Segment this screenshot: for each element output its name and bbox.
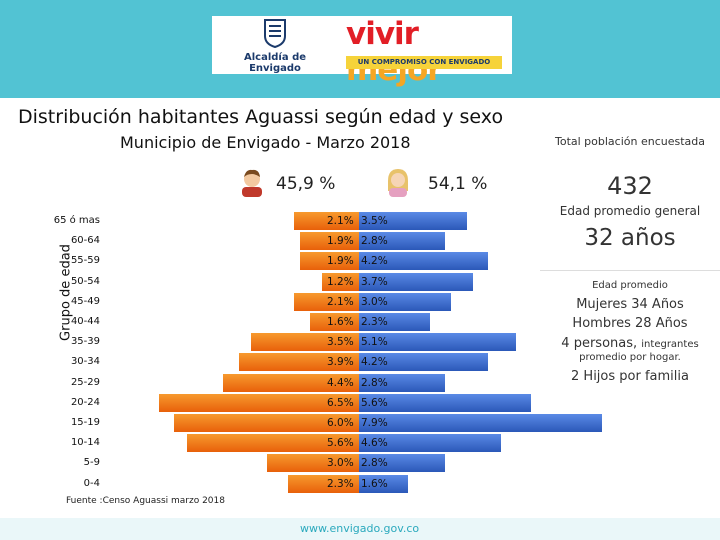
female-bar (359, 414, 603, 432)
female-value-label: 2.8% (361, 457, 388, 470)
age-group-label: 45-49 (70, 295, 100, 307)
age-group-label: 40-44 (70, 316, 100, 327)
envigado-crest-icon (264, 19, 286, 48)
male-bar (174, 414, 359, 432)
female-bar (359, 353, 489, 372)
female-value-label: 1.6% (361, 477, 388, 490)
female-percent: 54,1 % (428, 174, 488, 194)
age-group-label: 55-59 (70, 255, 100, 267)
age-group-label: 25-29 (70, 376, 100, 388)
male-bar (300, 252, 359, 271)
male-value-label: 6.0% (327, 417, 354, 429)
footer: www.envigado.gov.co (0, 518, 720, 540)
side-divider (540, 270, 720, 271)
female-value-label: 2.8% (361, 376, 388, 389)
persons-per-home: 4 personas, integrantes (561, 336, 699, 351)
chart-title: Distribución habitantes Aguassi según ed… (18, 106, 504, 128)
male-bar (288, 474, 359, 493)
female-value-label: 4.2% (361, 356, 388, 369)
male-value-label: 3.5% (327, 336, 354, 349)
age-label: Edad promedio general (559, 204, 701, 218)
female-bar (359, 333, 517, 352)
male-bar (223, 373, 359, 392)
female-value-label: 4.2% (361, 255, 388, 268)
total-label: Total población encuestada (554, 135, 705, 148)
male-bar (266, 454, 359, 473)
female-value-label: 3.7% (361, 275, 388, 288)
male-value-label: 5.6% (327, 437, 354, 450)
avg-label: Edad promedio (592, 280, 668, 291)
female-bar (359, 373, 446, 392)
male-value-label: 3.0% (327, 457, 354, 470)
male-value-label: 2.1% (327, 215, 354, 227)
men-age: Hombres 28 Años (572, 316, 688, 331)
vivir-mejor-logo: vivir mejor (346, 16, 443, 88)
male-value-label: 1.2% (327, 275, 354, 288)
male-bar (322, 272, 359, 291)
female-bar (359, 454, 446, 473)
male-value-label: 6.5% (327, 396, 354, 409)
female-bar (359, 313, 430, 331)
source-note: Fuente :Censo Aguassi marzo 2018 (66, 496, 225, 506)
header-banner: Alcaldía de Envigado vivir mejor UN COMP… (0, 0, 720, 98)
male-bar (251, 333, 359, 352)
age-group-label: 0-4 (83, 477, 100, 489)
male-value-label: 3.9% (327, 356, 354, 369)
female-value-label: 3.5% (361, 215, 388, 227)
persons-per-home-line2: promedio por hogar. (579, 352, 681, 363)
female-value-label: 2.3% (361, 316, 388, 328)
male-bar (300, 232, 359, 251)
female-value-label: 2.8% (361, 235, 388, 248)
female-bar (359, 474, 409, 493)
chart-subtitle: Municipio de Envigado - Marzo 2018 (120, 133, 411, 152)
male-value-label: 2.3% (327, 477, 354, 490)
female-bar (359, 252, 489, 271)
footer-url: www.envigado.gov.co (300, 522, 420, 535)
male-value-label: 4.4% (327, 376, 354, 389)
age-value: 32 años (584, 225, 676, 251)
age-group-label: 10-14 (70, 437, 100, 449)
total-value: 432 (607, 172, 653, 200)
age-group-label: 35-39 (70, 336, 100, 348)
female-bar (359, 292, 452, 311)
alcaldia-label: Alcaldía de Envigado (243, 52, 307, 74)
female-bar (359, 232, 446, 251)
male-value-label: 1.9% (327, 255, 354, 268)
female-value-label: 5.6% (361, 396, 388, 409)
children-per-family: 2 Hijos por familia (571, 369, 689, 384)
age-group-label: 5-9 (83, 457, 100, 469)
female-bar (359, 272, 473, 291)
male-bar (294, 212, 359, 230)
male-bar (294, 292, 359, 311)
female-avatar-icon (388, 169, 408, 197)
logo-panel: Alcaldía de Envigado vivir mejor UN COMP… (212, 16, 512, 88)
male-bar (158, 393, 359, 412)
female-bar (359, 393, 532, 412)
female-bar (359, 434, 501, 453)
female-value-label: 3.0% (361, 295, 388, 308)
male-value-label: 1.6% (327, 316, 354, 328)
female-bar (359, 212, 467, 230)
women-age: Mujeres 34 Años (576, 297, 684, 312)
male-value-label: 2.1% (327, 295, 354, 308)
age-group-label: 20-24 (70, 396, 100, 408)
female-value-label: 5.1% (361, 336, 388, 349)
male-avatar-icon (242, 169, 262, 197)
male-value-label: 1.9% (327, 235, 354, 248)
male-bar (309, 313, 359, 331)
slogan: UN COMPROMISO CON ENVIGADO (346, 56, 502, 69)
age-group-label: 60-64 (70, 235, 100, 247)
male-bar (238, 353, 359, 372)
male-percent: 45,9 % (276, 174, 336, 194)
age-group-label: 65 ó mas (53, 215, 100, 226)
male-bar (186, 434, 359, 453)
age-group-label: 50-54 (70, 275, 100, 287)
age-group-label: 30-34 (70, 356, 100, 368)
age-group-label: 15-19 (70, 417, 100, 428)
female-value-label: 4.6% (361, 437, 388, 450)
female-value-label: 7.9% (361, 417, 388, 429)
